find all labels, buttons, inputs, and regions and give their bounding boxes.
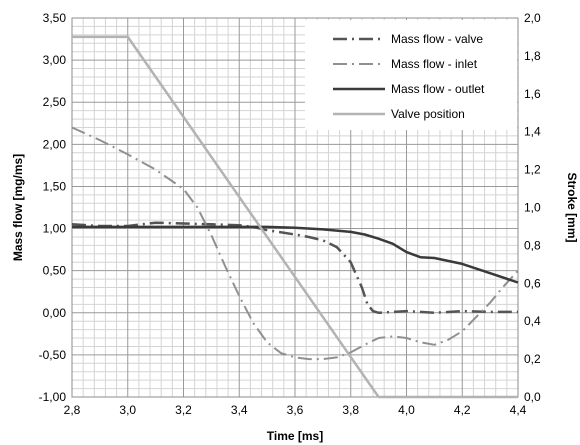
x-tick-label: 4,4 [510,403,527,417]
series-line-1 [71,126,519,361]
x-tick-label: 2,8 [64,403,81,417]
y2-tick-label: 2,0 [524,11,541,25]
y-tick-label: 1,00 [43,222,67,236]
y2-tick-label: 0,8 [524,238,541,252]
legend: Mass flow - valve Mass flow - inlet Mass f… [305,20,517,130]
y-tick-label: 2,50 [43,95,67,109]
legend-label-1: Mass flow - inlet [391,57,478,71]
x-tick-label: 3,4 [231,403,248,417]
y2-tick-label: 1,8 [524,49,541,63]
y-tick-label: 0,50 [43,264,67,278]
y2-axis-title: Stroke [mm] [565,172,579,242]
legend-label-3: Valve position [391,107,465,121]
y-tick-label: 3,50 [43,11,67,25]
y2-tick-label: 1,4 [524,125,541,139]
legend-label-0: Mass flow - valve [391,32,483,46]
x-tick-labels: 2,8 3,0 3,2 3,4 3,6 3,8 4,0 4,2 4,4 [64,403,527,417]
y2-tick-label: 0,2 [524,352,541,366]
y-tick-label: -0,50 [39,348,67,362]
y2-tick-labels: 0,0 0,2 0,4 0,6 0,8 1,0 1,2 1,4 1,6 1,8 2,0 [524,11,541,404]
series-line-3 [72,35,518,399]
x-tick-label: 3,6 [287,403,304,417]
plot-area-border [71,17,519,398]
y-tick-label: 3,00 [43,53,67,67]
series-layer [71,35,519,399]
y-tick-label: 2,00 [43,137,67,151]
series-line-2 [72,225,519,284]
y-tick-label: 0,00 [43,306,67,320]
x-tick-label: 3,0 [119,403,136,417]
minor-grid [72,18,518,397]
y2-tick-label: 1,0 [524,201,541,215]
y-tick-labels: -1,00 -0,50 0,00 0,50 1,00 1,50 2,00 2,50 3,00 3,… [39,11,67,404]
y-tick-label: 1,50 [43,179,67,193]
x-tick-label: 3,8 [342,403,359,417]
x-tick-label: 4,2 [454,403,471,417]
x-axis-title: Time [ms] [267,429,323,443]
y2-tick-label: 1,6 [524,87,541,101]
y2-tick-label: 1,2 [524,163,541,177]
x-tick-label: 4,0 [398,403,415,417]
x-tick-label: 3,2 [175,403,192,417]
y2-tick-label: 0,6 [524,276,541,290]
y2-tick-label: 0,4 [524,314,541,328]
legend-label-2: Mass flow - outlet [391,82,485,96]
y2-tick-label: 0,0 [524,390,541,404]
y-axis-title: Mass flow [mg/ms] [11,154,25,261]
series-line-0 [71,221,518,315]
y-tick-label: -1,00 [39,390,67,404]
